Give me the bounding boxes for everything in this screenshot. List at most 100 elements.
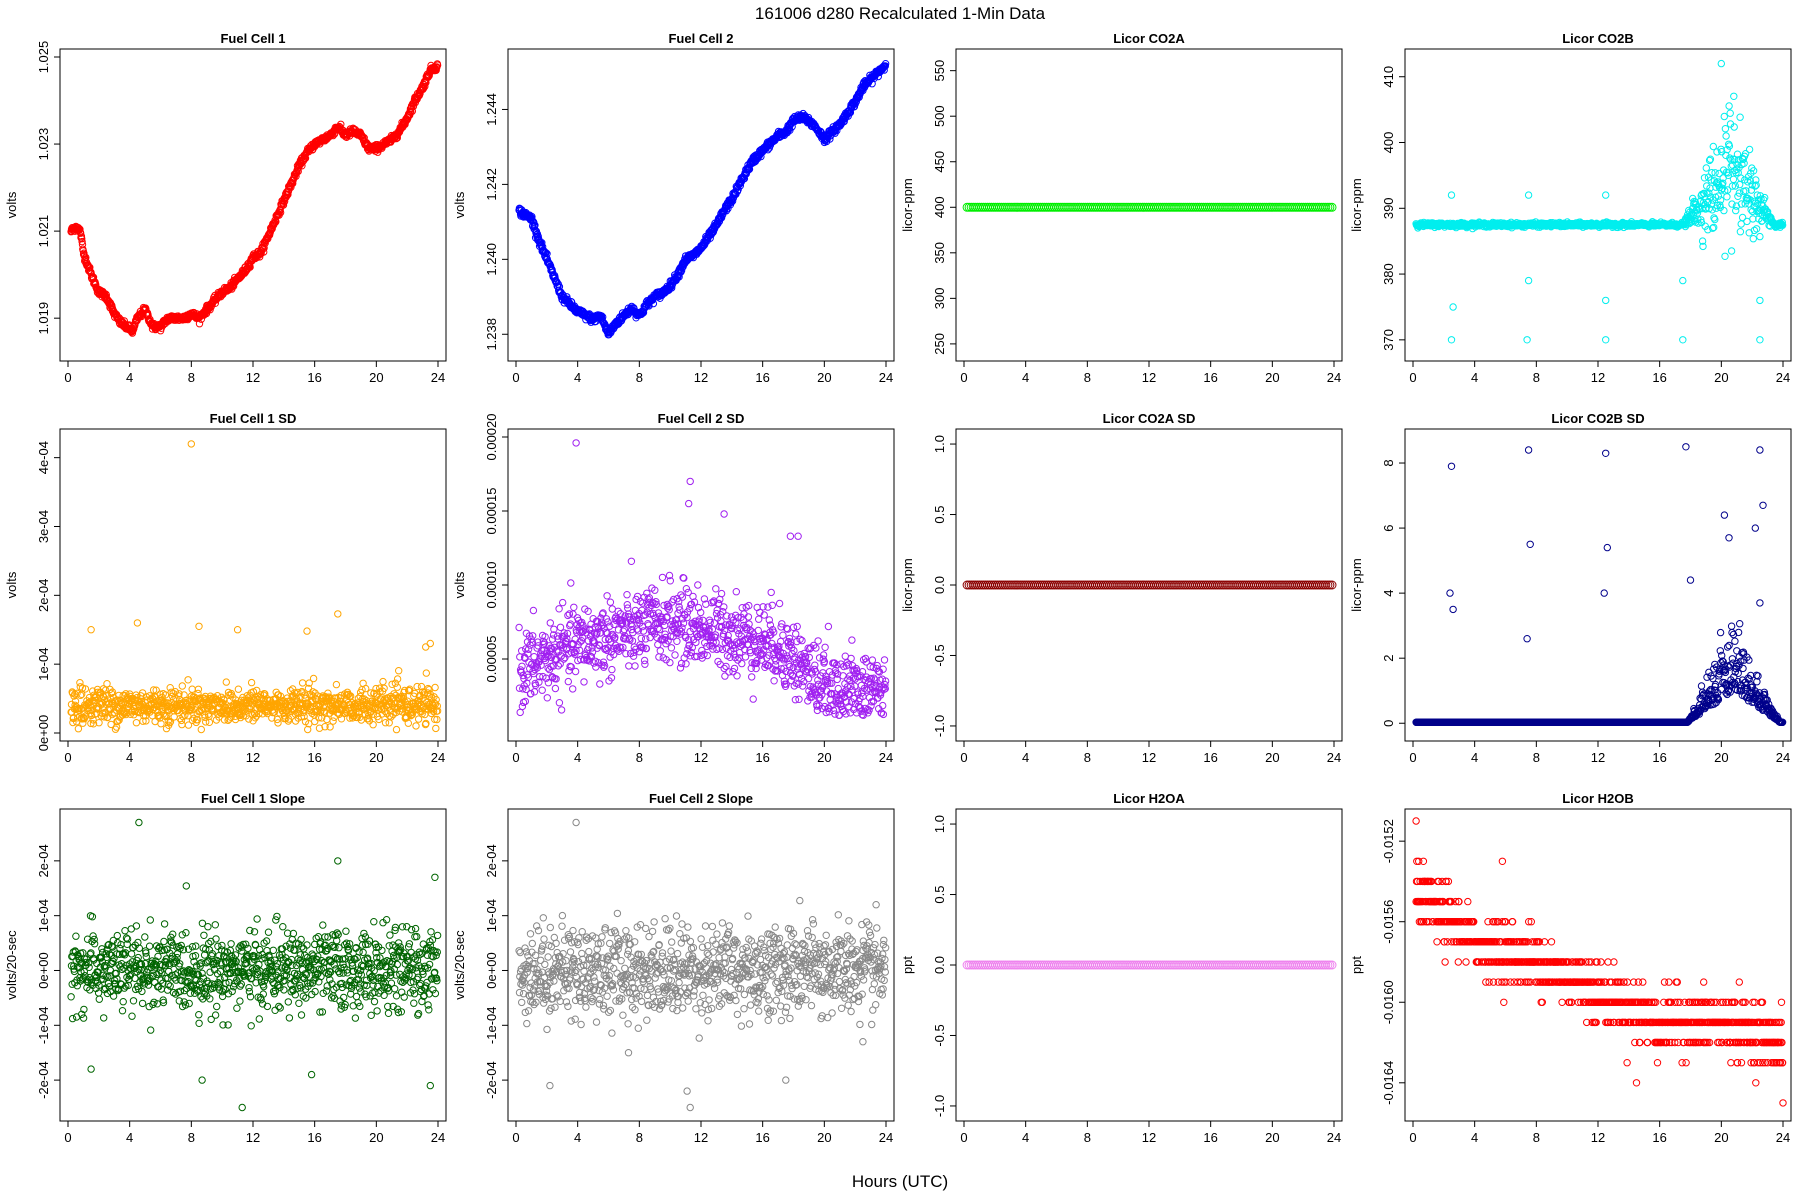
data-point	[538, 243, 547, 251]
data-point	[271, 219, 279, 227]
x-tick-label: 16	[307, 750, 321, 765]
y-tick-label: 1.240	[484, 243, 499, 276]
chart-title: Fuel Cell 1 SD	[210, 411, 297, 426]
data-point	[395, 667, 403, 675]
y-tick-label: 1e-04	[36, 648, 51, 681]
data-point	[1447, 336, 1456, 344]
data-point	[311, 717, 319, 726]
data-point	[677, 591, 685, 599]
data-point	[77, 232, 86, 240]
x-tick-label: 8	[188, 370, 195, 385]
data-point	[521, 697, 529, 706]
data-point	[187, 440, 196, 448]
y-tick-label: 0.00015	[484, 488, 499, 535]
chart-title: Licor CO2B	[1562, 31, 1634, 46]
y-axis-label: volts	[4, 571, 19, 598]
y-tick-label: 500	[932, 105, 947, 127]
y-tick-label: 350	[932, 242, 947, 264]
data-point	[409, 102, 418, 111]
x-tick-label: 16	[755, 370, 769, 385]
data-point	[538, 239, 546, 247]
data-point	[1756, 232, 1764, 241]
data-point	[1723, 193, 1731, 201]
x-tick-label: 20	[369, 750, 383, 765]
data-point	[287, 183, 295, 192]
y-tick-label: 0e+00	[36, 715, 51, 752]
data-point	[712, 585, 720, 593]
data-point	[1726, 109, 1734, 117]
data-point	[1736, 113, 1744, 121]
data-point	[178, 720, 186, 729]
data-point	[1721, 125, 1730, 133]
data-point	[184, 676, 192, 684]
x-tick-label: 16	[1203, 370, 1217, 385]
data-point	[422, 643, 430, 651]
data-point	[515, 623, 523, 632]
data-point	[546, 619, 554, 627]
data-point	[673, 637, 681, 645]
data-point	[667, 644, 676, 652]
data-point	[1727, 247, 1736, 255]
data-point	[422, 669, 430, 677]
data-point	[717, 589, 726, 598]
data-point	[654, 640, 662, 649]
y-axis-label: volts	[452, 191, 467, 218]
data-point	[85, 266, 94, 275]
data-point	[393, 683, 401, 691]
data-point	[233, 626, 242, 634]
data-point	[78, 235, 86, 243]
data-point	[133, 619, 142, 627]
x-tick-label: 12	[246, 370, 260, 385]
x-tick-label: 24	[1776, 370, 1790, 385]
data-point	[655, 653, 663, 661]
data-point	[1722, 132, 1730, 140]
y-tick-label: 550	[932, 60, 947, 82]
data-point	[596, 680, 604, 688]
x-tick-label: 4	[126, 370, 133, 385]
x-tick-label: 20	[817, 750, 831, 765]
data-point	[1749, 235, 1758, 243]
data-point	[603, 592, 611, 600]
data-point	[332, 680, 341, 689]
y-tick-label: 1.025	[36, 41, 51, 74]
data-point	[132, 719, 141, 727]
data-point	[195, 622, 203, 630]
data-point	[682, 660, 690, 668]
data-point	[564, 677, 572, 686]
data-point	[1602, 296, 1610, 305]
chart-title: Fuel Cell 2	[668, 31, 733, 46]
x-tick-label: 24	[431, 370, 445, 385]
data-point	[1447, 191, 1456, 199]
y-tick-label: 0.00020	[484, 414, 499, 461]
data-point	[1524, 276, 1533, 285]
data-point	[1721, 252, 1729, 260]
data-point	[551, 684, 560, 693]
x-tick-label: 0	[64, 370, 71, 385]
data-point	[1737, 174, 1745, 182]
data-point	[623, 591, 631, 599]
y-axis-label: licor-ppm	[900, 178, 915, 231]
data-point	[642, 635, 650, 643]
data-point	[197, 725, 206, 734]
data-point	[309, 674, 318, 683]
data-point	[1702, 164, 1711, 172]
x-tick-label: 0	[512, 750, 519, 765]
chart-title: Licor CO2A	[1113, 31, 1185, 46]
data-point	[732, 588, 740, 596]
data-point	[555, 699, 564, 707]
data-point	[211, 299, 220, 307]
data-point	[627, 557, 636, 565]
data-point	[557, 706, 566, 714]
y-tick-label: 2e-04	[36, 579, 51, 612]
x-tick-label: 8	[1084, 370, 1091, 385]
data-point	[567, 579, 575, 587]
data-point	[738, 659, 746, 668]
data-point	[1745, 145, 1754, 154]
x-tick-label: 16	[1652, 370, 1666, 385]
data-point	[671, 651, 679, 659]
data-point	[661, 621, 669, 630]
data-point	[1736, 180, 1744, 189]
x-tick-label: 8	[1533, 370, 1540, 385]
